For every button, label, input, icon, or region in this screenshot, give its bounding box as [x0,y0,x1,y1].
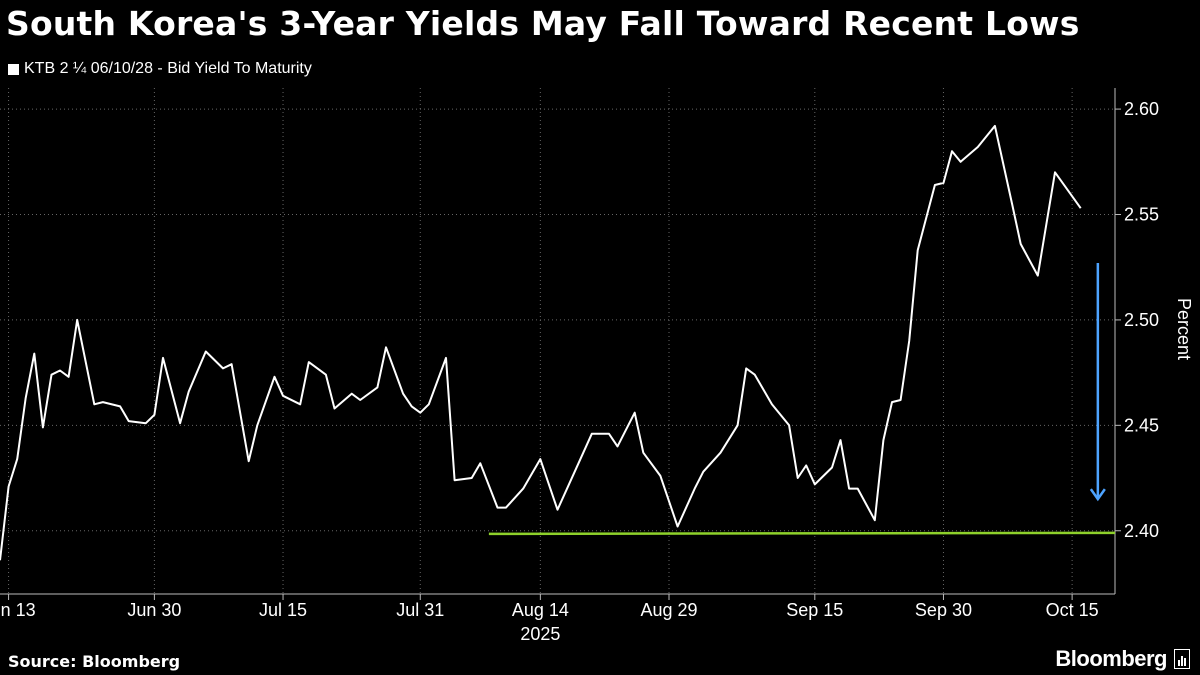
chart-title: South Korea's 3-Year Yields May Fall Tow… [6,4,1080,43]
y-tick-label: 2.40 [1124,521,1159,541]
x-tick-label: Sep 30 [915,600,972,620]
x-year-label: 2025 [520,624,560,644]
legend-label: KTB 2 ¼ 06/10/28 - Bid Yield To Maturity [24,60,312,77]
series-line-ktb-yield [0,124,1082,561]
brand-wordmark: Bloomberg [1055,646,1167,671]
recent-low-line [488,531,1116,536]
x-axis-ticks: Jun 13 Jun 30 Jul 15 Jul 31 Aug 14 Aug 29 Sep … [0,594,1099,644]
bloomberg-logo-icon [1174,649,1190,669]
bloomberg-brand: Bloomberg [1055,646,1190,672]
y-tick-label: 2.60 [1124,99,1159,119]
x-tick-label: Jul 31 [396,600,444,620]
x-tick-label: Oct 15 [1046,600,1099,620]
x-tick-label: Aug 29 [640,600,697,620]
gridlines [0,88,1115,594]
y-tick-label: 2.55 [1124,205,1159,225]
y-axis-ticks: 2.40 2.45 2.50 2.55 2.60 [1115,99,1159,541]
down-arrow-annotation [1089,262,1106,502]
source-note: Source: Bloomberg [8,652,181,671]
arrow-head [1089,488,1106,502]
x-tick-label: Jun 30 [127,600,181,620]
legend: KTB 2 ¼ 06/10/28 - Bid Yield To Maturity [8,60,312,78]
x-tick-label: Aug 14 [512,600,569,620]
y-tick-label: 2.50 [1124,310,1159,330]
x-tick-label: Jun 13 [0,600,36,620]
x-tick-label: Jul 15 [259,600,307,620]
x-tick-label: Sep 15 [786,600,843,620]
y-tick-label: 2.45 [1124,415,1159,435]
legend-swatch [8,63,19,75]
y-axis-label: Percent [1174,298,1194,360]
